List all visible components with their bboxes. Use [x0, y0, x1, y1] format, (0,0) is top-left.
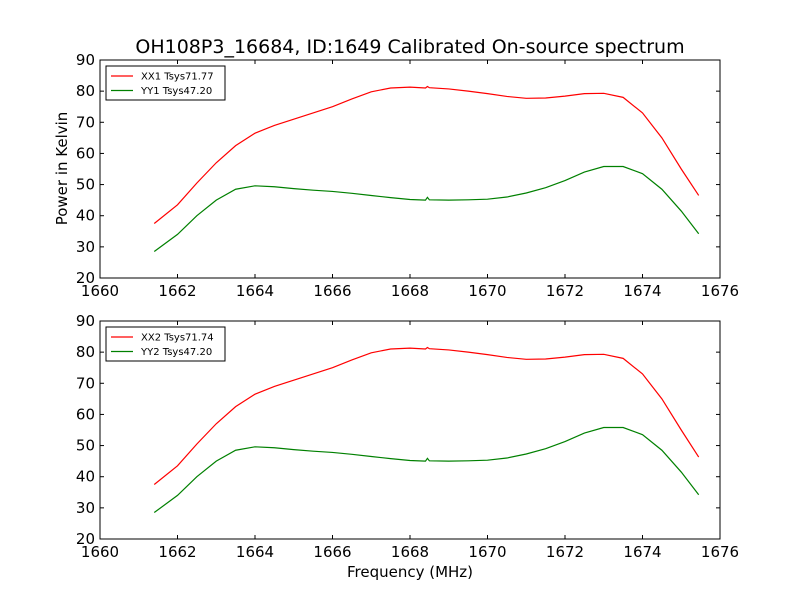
x-tick-label: 1674 [623, 282, 661, 300]
y-tick-label: 50 [76, 437, 95, 455]
y-tick-label: 30 [76, 499, 95, 517]
x-tick-label: 1668 [391, 543, 429, 561]
legend-label: YY2 Tsys47.20 [140, 347, 212, 358]
legend-box [105, 65, 226, 101]
y-tick-label: 70 [76, 113, 95, 131]
legend-label: XX2 Tsys71.74 [141, 333, 214, 344]
series-line-xx2 [153, 346, 700, 485]
y-tick-label: 50 [76, 176, 95, 194]
x-tick-label: 1674 [623, 543, 661, 561]
series-line-yy1 [153, 165, 700, 253]
x-tick-label: 1662 [158, 543, 196, 561]
y-axis-label: Power in Kelvin [53, 112, 71, 226]
y-tick-label: 20 [76, 530, 95, 548]
legend-label: YY1 Tsys47.20 [140, 86, 212, 97]
x-tick-label: 1672 [546, 282, 584, 300]
y-tick-label: 60 [76, 144, 95, 162]
top-panel: 1660 1662 1664 1666 1668 1670 1672 1674 1676 20 30… [76, 51, 739, 300]
y-tick-label: 90 [76, 312, 95, 330]
legend-box [105, 326, 226, 362]
bottom-panel: 1660 1662 1664 1666 1668 1670 1672 1674 1676 20 30… [76, 312, 739, 561]
series-line-xx1 [153, 85, 700, 224]
x-tick-label: 1662 [158, 282, 196, 300]
series-line-yy2 [153, 426, 700, 514]
x-tick-label: 1664 [236, 543, 274, 561]
y-tick-label: 80 [76, 82, 95, 100]
x-tick-label: 1670 [468, 543, 506, 561]
x-axis-label: Frequency (MHz) [347, 563, 473, 581]
x-tick-label: 1672 [546, 543, 584, 561]
y-tick-label: 40 [76, 468, 95, 486]
x-tick-label: 1664 [236, 282, 274, 300]
x-tick-label: 1676 [701, 543, 739, 561]
x-tick-label: 1676 [701, 282, 739, 300]
x-tick-label: 1666 [313, 543, 351, 561]
x-tick-label: 1660 [81, 282, 119, 300]
y-tick-label: 90 [76, 51, 95, 69]
x-tick-label: 1660 [81, 543, 119, 561]
y-tick-label: 20 [76, 269, 95, 287]
y-tick-label: 60 [76, 405, 95, 423]
x-tick-label: 1666 [313, 282, 351, 300]
y-tick-label: 40 [76, 207, 95, 225]
y-tick-label: 80 [76, 343, 95, 361]
chart-title: OH108P3_16684, ID:1649 Calibrated On-sou… [135, 36, 684, 58]
y-tick-label: 70 [76, 374, 95, 392]
x-tick-label: 1668 [391, 282, 429, 300]
y-tick-label: 30 [76, 238, 95, 256]
legend-label: XX1 Tsys71.77 [141, 72, 214, 83]
x-tick-label: 1670 [468, 282, 506, 300]
